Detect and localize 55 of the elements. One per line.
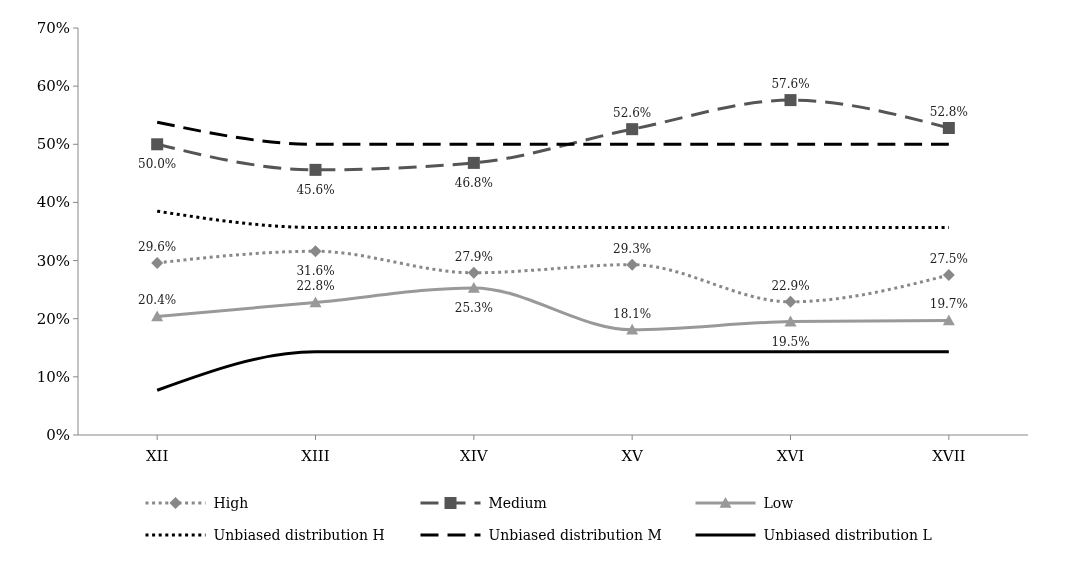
data-label: 27.9% [454, 249, 493, 264]
y-tick-label: 30% [36, 251, 70, 270]
y-tick-label: 10% [36, 367, 70, 386]
data-label: 20.4% [138, 293, 177, 308]
point [626, 323, 639, 335]
y-tick-label: 70% [36, 19, 70, 37]
data-label: 50.0% [138, 157, 177, 172]
data-label: 52.8% [929, 105, 968, 120]
data-label: 57.6% [771, 77, 810, 92]
legend-label: Unbiased distribution H [213, 527, 385, 543]
point [151, 138, 164, 151]
legend-label: High [213, 495, 249, 511]
point [784, 295, 797, 308]
point [942, 314, 955, 326]
y-tick-label: 40% [36, 193, 70, 212]
x-tick-label: XV [621, 447, 645, 465]
data-label: 27.5% [929, 252, 968, 267]
legend-label: Unbiased distribution M [488, 527, 662, 543]
data-label: 29.6% [138, 239, 177, 254]
point [309, 296, 322, 308]
data-label: 19.5% [771, 334, 810, 349]
point [309, 245, 322, 258]
point [942, 122, 955, 135]
point [626, 123, 639, 136]
y-tick-label: 50% [36, 135, 70, 154]
data-label: 52.6% [613, 106, 652, 121]
point [151, 310, 164, 322]
y-tick-label: 0% [46, 426, 70, 444]
x-tick-label: XII [145, 447, 169, 465]
y-tick-label: 60% [36, 77, 70, 96]
point [467, 281, 480, 293]
point [309, 163, 322, 176]
legend-label: Low [763, 495, 794, 511]
x-tick-label: XVI [776, 447, 805, 465]
x-tick-label: XVII [932, 447, 966, 465]
data-label: 22.9% [771, 278, 810, 293]
data-label: 19.7% [929, 297, 968, 312]
data-label: 46.8% [454, 175, 493, 190]
point [942, 269, 955, 282]
x-tick-label: XIV [460, 447, 489, 465]
point [151, 256, 164, 269]
data-label: 31.6% [296, 264, 335, 279]
data-label: 29.3% [613, 241, 652, 256]
y-tick-label: 20% [36, 309, 70, 328]
legend-label: Unbiased distribution L [763, 527, 932, 543]
data-label: 45.6% [296, 182, 335, 197]
data-label: 22.8% [296, 279, 335, 294]
x-tick-label: XIII [301, 447, 330, 465]
legend-label: Medium [488, 495, 547, 511]
point [784, 94, 797, 107]
data-label: 18.1% [613, 306, 652, 321]
point [467, 266, 480, 279]
data-label: 25.3% [454, 300, 493, 315]
point [467, 156, 480, 169]
point [784, 315, 797, 327]
